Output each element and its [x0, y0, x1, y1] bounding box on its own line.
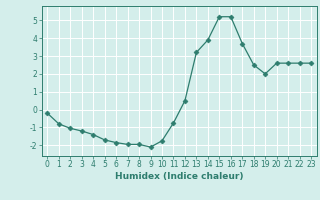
X-axis label: Humidex (Indice chaleur): Humidex (Indice chaleur) — [115, 172, 244, 181]
